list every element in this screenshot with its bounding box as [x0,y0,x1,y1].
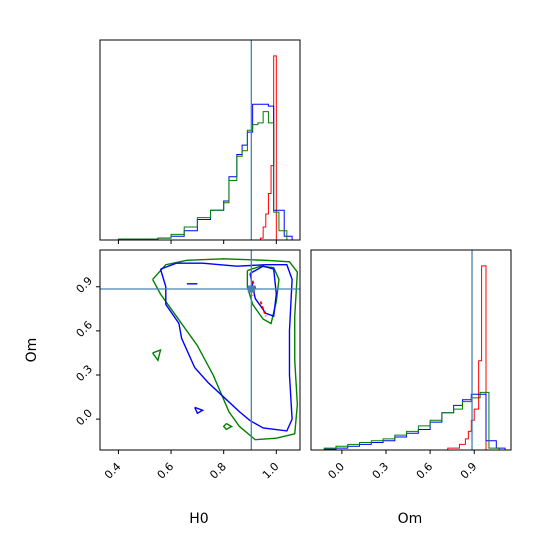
h0-histogram-panel [99,39,301,244]
om_hist-axes-frame [310,249,512,451]
contour-x-tick-label-2: 0.8 [207,460,229,482]
h0_hist-series-0-step-line [197,55,300,240]
contour-series-0-level-0 [152,258,299,441]
om-histogram-panel: 0.0 0.3 0.6 0.9 [310,249,512,482]
contour-series-1-level-2 [194,406,205,415]
contour-y-tick-label-0: 0.0 [74,407,96,429]
contour-series-2-level-0 [251,280,257,296]
contour-series-1-level-3 [249,265,278,318]
om_hist-x-tick-label-0: 0.0 [326,460,348,482]
contour-x-tick-label-0: 0.4 [102,460,124,482]
h0_hist-series-2-step-line [100,111,300,240]
contour-y-tick-label-3: 0.9 [74,274,96,296]
contour-truth-marker [247,285,255,293]
om_hist-series-1-step-line [311,393,511,450]
om_hist-x-tick-label-2: 0.6 [414,460,436,482]
contour-y-tick-label-2: 0.6 [74,318,96,340]
contour-x-tick-label-1: 0.6 [155,460,177,482]
om_hist-series-2-step-line [311,391,511,450]
contour-axes-frame [99,249,301,451]
h0_hist-series-1-step-line [100,103,300,240]
contour-y-tick-label-1: 0.3 [74,363,96,385]
y-axis-label-om: Om [24,338,40,363]
x-axis-label-om: Om [398,511,423,527]
contour-series-2-level-1 [259,301,267,317]
om_hist-x-tick-label-3: 0.9 [458,460,480,482]
h0-om-contour-panel: 0.4 0.6 0.8 1.0 0.0 0.3 0.6 0.9 [74,249,301,482]
om_hist-x-tick-label-1: 0.3 [370,460,392,482]
om_hist-series-0-step-line [430,265,511,450]
x-axis-label-h0: H0 [189,511,208,527]
h0_hist-axes-frame [99,39,301,241]
contour-series-0-level-1 [152,348,162,362]
contour-series-0-level-2 [222,422,234,431]
contour-x-tick-label-3: 1.0 [260,460,282,482]
